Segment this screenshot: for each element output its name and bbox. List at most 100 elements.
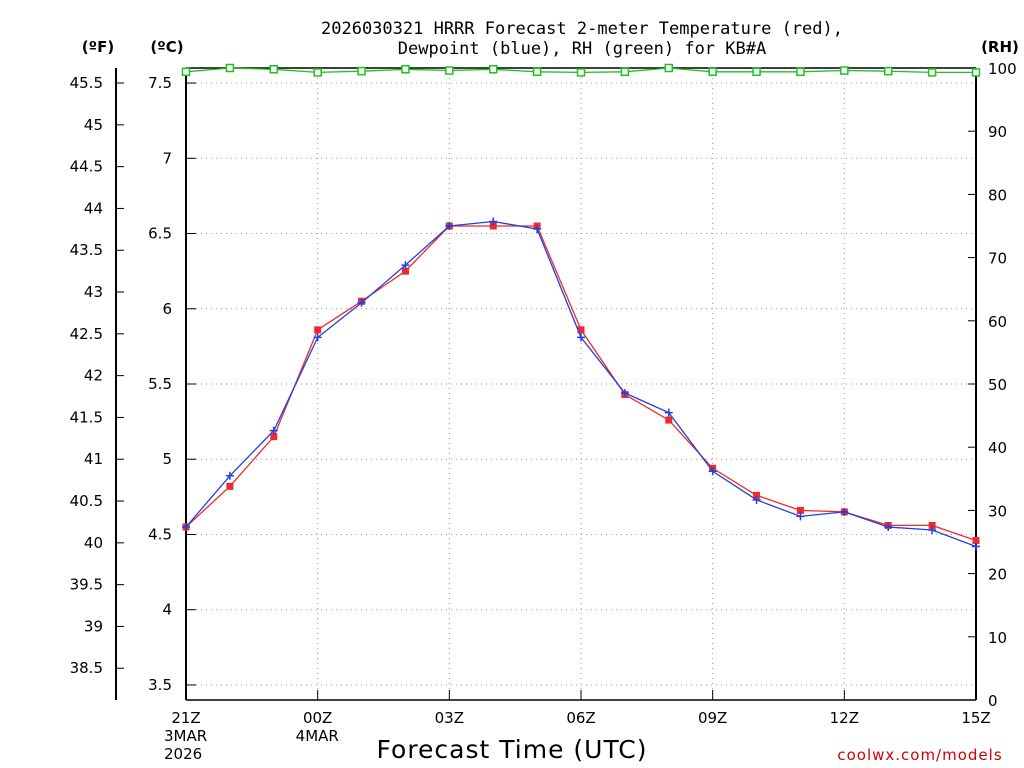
x-tick-date-label: 4MAR xyxy=(296,727,339,745)
credit-link[interactable]: coolwx.com/models xyxy=(837,746,1002,764)
rh-tick-label: 40 xyxy=(988,439,1007,457)
celsius-tick-label: 5 xyxy=(162,450,172,468)
rh-point xyxy=(620,67,630,77)
rh-point xyxy=(840,66,849,75)
rh-point xyxy=(313,68,322,77)
rh-point xyxy=(664,63,674,73)
rh-tick-label: 100 xyxy=(988,60,1017,78)
dewpoint-point xyxy=(796,512,805,521)
rh-point xyxy=(269,65,279,74)
temperature-point xyxy=(928,521,936,529)
temperature-point xyxy=(753,491,761,499)
celsius-tick-label: 5.5 xyxy=(148,375,172,393)
dewpoint-point xyxy=(972,542,980,551)
dewpoint-point xyxy=(577,333,585,342)
axes xyxy=(115,67,977,701)
tick-labels: 3.544.555.566.577.521Z3MAR202600Z4MAR03Z… xyxy=(70,60,1017,763)
x-tick-label: 21Z xyxy=(171,709,200,727)
fahrenheit-tick-label: 44 xyxy=(84,199,103,217)
celsius-tick-label: 7 xyxy=(162,149,172,167)
x-tick-label: 15Z xyxy=(961,709,990,727)
fahrenheit-tick-label: 40.5 xyxy=(70,492,103,510)
temperature-point xyxy=(401,267,409,275)
fahrenheit-tick-label: 41.5 xyxy=(70,408,103,426)
dewpoint-point xyxy=(225,471,234,480)
fahrenheit-tick-label: 41 xyxy=(84,450,103,468)
temperature-point xyxy=(665,416,673,424)
grid-lines xyxy=(186,68,976,700)
rh-point xyxy=(708,67,717,77)
temperature-point xyxy=(489,222,497,230)
rh-point xyxy=(225,63,235,73)
x-axis-title: Forecast Time (UTC) xyxy=(377,735,648,764)
celsius-tick-label: 4.5 xyxy=(148,525,172,543)
dewpoint-point xyxy=(752,495,761,504)
x-tick-label: 00Z xyxy=(303,709,332,727)
rh-point xyxy=(488,65,498,74)
temperature-point xyxy=(796,506,804,514)
rh-point xyxy=(445,66,454,75)
fahrenheit-tick-label: 39.5 xyxy=(70,576,103,594)
rh-tick-label: 60 xyxy=(988,313,1007,331)
fahrenheit-unit-label: (ºF) xyxy=(82,38,114,56)
rh-point xyxy=(401,65,410,74)
celsius-tick-label: 4 xyxy=(162,601,172,619)
dewpoint-point xyxy=(884,522,893,531)
dewpoint-point xyxy=(664,408,673,417)
celsius-unit-label: (ºC) xyxy=(150,38,183,56)
dewpoint-point xyxy=(489,217,498,226)
dewpoint-point xyxy=(533,225,542,234)
dewpoint-point xyxy=(313,333,322,342)
rh-tick-label: 10 xyxy=(988,629,1007,647)
series-layer xyxy=(181,63,981,551)
rh-tick-label: 30 xyxy=(988,502,1007,520)
temperature-point xyxy=(314,326,322,334)
rh-point xyxy=(883,66,893,76)
dewpoint-point xyxy=(840,507,849,516)
rh-point xyxy=(971,68,981,77)
fahrenheit-tick-label: 38.5 xyxy=(70,659,103,677)
fahrenheit-tick-label: 45 xyxy=(84,116,103,134)
dewpoint-point xyxy=(401,261,410,270)
rh-point xyxy=(532,67,542,77)
fahrenheit-tick-label: 45.5 xyxy=(70,74,103,92)
fahrenheit-tick-label: 42.5 xyxy=(70,325,103,343)
x-tick-date-label: 3MAR xyxy=(164,727,207,745)
fahrenheit-tick-label: 44.5 xyxy=(70,158,103,176)
fahrenheit-tick-label: 40 xyxy=(84,534,103,552)
dewpoint-point xyxy=(269,426,278,435)
x-tick-label: 06Z xyxy=(566,709,595,727)
fahrenheit-tick-label: 43 xyxy=(84,283,103,301)
rh-unit-label: (RH) xyxy=(981,38,1019,56)
fahrenheit-tick-label: 42 xyxy=(84,367,103,385)
rh-point xyxy=(796,67,805,77)
rh-point xyxy=(576,68,586,77)
rh-point xyxy=(927,68,937,77)
chart-title-line1: 2026030321 HRRR Forecast 2-meter Tempera… xyxy=(321,19,843,39)
rh-tick-label: 80 xyxy=(988,186,1007,204)
rh-point xyxy=(357,66,366,76)
fahrenheit-tick-label: 43.5 xyxy=(70,241,103,259)
rh-point xyxy=(752,67,761,77)
dewpoint-point xyxy=(928,525,937,534)
celsius-tick-label: 7.5 xyxy=(148,74,172,92)
temperature-point xyxy=(226,482,234,490)
x-tick-year-label: 2026 xyxy=(164,745,202,763)
celsius-tick-label: 6 xyxy=(162,300,172,318)
dewpoint-point xyxy=(357,298,366,307)
rh-tick-label: 70 xyxy=(988,250,1007,268)
chart-title-line2: Dewpoint (blue), RH (green) for KB#A xyxy=(398,39,766,59)
x-tick-label: 09Z xyxy=(698,709,727,727)
temperature-point xyxy=(577,326,585,334)
rh-tick-label: 20 xyxy=(988,566,1007,584)
rh-tick-label: 90 xyxy=(988,123,1007,141)
rh-tick-label: 50 xyxy=(988,376,1007,394)
x-tick-label: 12Z xyxy=(830,709,859,727)
dewpoint-point xyxy=(708,467,717,476)
dewpoint-point xyxy=(182,522,190,531)
x-tick-label: 03Z xyxy=(435,709,464,727)
rh-tick-label: 0 xyxy=(988,692,998,710)
rh-point xyxy=(181,67,191,77)
celsius-tick-label: 3.5 xyxy=(148,676,172,694)
